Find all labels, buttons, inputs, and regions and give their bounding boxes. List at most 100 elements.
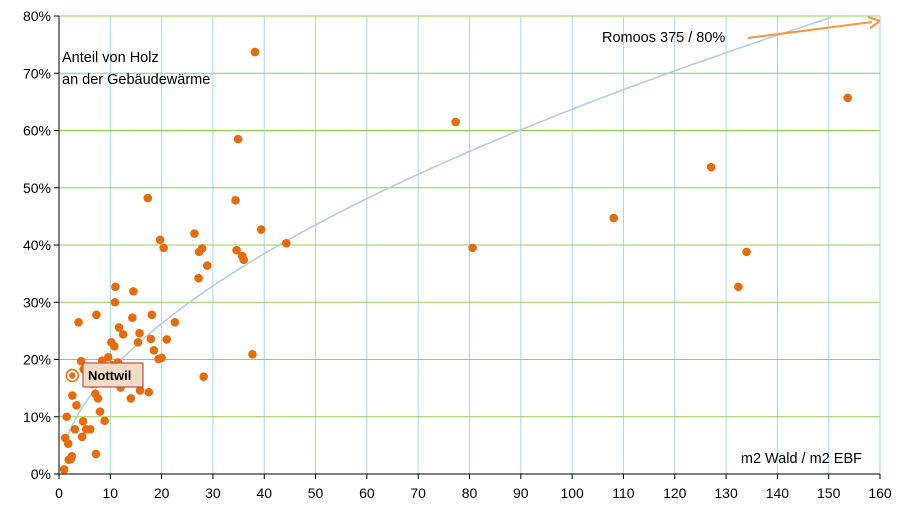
data-point-20 bbox=[92, 310, 101, 320]
ylabel-line-2: an der Gebäudewärme bbox=[62, 72, 210, 88]
data-point-55 bbox=[194, 273, 203, 283]
x-axis-label: m2 Wald / m2 EBF bbox=[741, 451, 862, 467]
data-point-50 bbox=[157, 353, 166, 363]
y-tick-40: 40% bbox=[23, 237, 51, 253]
data-point-59 bbox=[202, 261, 212, 270]
y-tick-70: 70% bbox=[23, 65, 51, 81]
data-point-26 bbox=[103, 352, 113, 362]
y-tick-80: 80% bbox=[23, 8, 51, 24]
x-tick-100: 100 bbox=[560, 485, 584, 501]
data-point-39 bbox=[129, 287, 138, 296]
x-tick-150: 150 bbox=[817, 485, 841, 501]
trendline bbox=[65, 16, 832, 439]
data-point-54 bbox=[190, 229, 199, 238]
data-point-22 bbox=[95, 407, 105, 416]
highlight-point-center bbox=[69, 372, 76, 379]
data-point-9 bbox=[72, 401, 81, 410]
data-point-65 bbox=[248, 350, 257, 359]
x-tick-130: 130 bbox=[714, 485, 738, 501]
data-point-42 bbox=[135, 386, 145, 395]
data-point-41 bbox=[135, 328, 144, 338]
x-tick-120: 120 bbox=[663, 485, 687, 501]
data-points bbox=[59, 47, 852, 474]
x-tick-20: 20 bbox=[154, 485, 170, 501]
x-tick-30: 30 bbox=[205, 485, 221, 501]
y-tick-10: 10% bbox=[23, 409, 51, 425]
x-tick-10: 10 bbox=[103, 485, 119, 501]
romoos-annotation: Romoos 375 / 80% bbox=[602, 30, 725, 46]
data-point-19 bbox=[91, 449, 101, 459]
data-point-45 bbox=[146, 334, 156, 344]
data-point-8 bbox=[70, 425, 80, 434]
data-point-29 bbox=[110, 342, 119, 351]
data-point-46 bbox=[147, 310, 157, 320]
data-point-3 bbox=[63, 439, 73, 448]
x-tick-0: 0 bbox=[55, 485, 63, 501]
highlight-label: Nottwil bbox=[88, 368, 131, 383]
x-tick-90: 90 bbox=[513, 485, 529, 501]
grid bbox=[59, 15, 881, 474]
x-tick-80: 80 bbox=[462, 485, 478, 501]
y-tick-0: 0% bbox=[31, 466, 51, 482]
data-point-7 bbox=[68, 391, 77, 400]
data-point-38 bbox=[128, 313, 137, 323]
data-point-64 bbox=[239, 255, 249, 265]
y-tick-30: 30% bbox=[23, 294, 51, 310]
data-point-24 bbox=[100, 416, 109, 426]
data-point-68 bbox=[282, 238, 291, 248]
data-point-37 bbox=[126, 394, 136, 403]
x-tick-110: 110 bbox=[612, 485, 635, 501]
x-tick-60: 60 bbox=[359, 485, 375, 501]
x-tick-40: 40 bbox=[256, 485, 272, 501]
data-point-67 bbox=[256, 225, 266, 234]
data-point-47 bbox=[149, 346, 159, 355]
data-point-10 bbox=[74, 317, 83, 327]
data-point-51 bbox=[159, 243, 168, 253]
y-tick-60: 60% bbox=[23, 123, 51, 139]
data-point-35 bbox=[118, 330, 128, 339]
data-point-12 bbox=[77, 432, 87, 442]
data-point-2 bbox=[62, 412, 71, 422]
data-point-52 bbox=[162, 335, 172, 344]
data-point-74 bbox=[742, 247, 751, 257]
data-point-58 bbox=[199, 372, 209, 381]
y-tick-labels: 0% 10% 20% 30% 40% 50% 60% 70% 80% bbox=[23, 8, 59, 482]
romoos-arrow-head bbox=[867, 16, 881, 29]
highlight-nottwil: Nottwil bbox=[65, 362, 144, 388]
y-tick-50: 50% bbox=[23, 180, 51, 196]
data-point-71 bbox=[609, 213, 618, 223]
data-point-70 bbox=[468, 243, 477, 253]
data-point-69 bbox=[451, 117, 460, 127]
data-point-13 bbox=[78, 417, 88, 426]
highlight-label-box bbox=[82, 362, 144, 388]
data-point-66 bbox=[250, 47, 260, 57]
x-tick-140: 140 bbox=[766, 485, 790, 501]
data-point-61 bbox=[232, 245, 241, 255]
data-point-49 bbox=[155, 235, 165, 245]
data-point-43 bbox=[143, 193, 153, 203]
data-point-40 bbox=[133, 338, 143, 347]
data-point-72 bbox=[706, 162, 716, 172]
data-point-60 bbox=[231, 196, 240, 205]
data-point-62 bbox=[233, 134, 243, 144]
x-tick-70: 70 bbox=[410, 485, 426, 501]
data-point-75 bbox=[843, 93, 852, 103]
data-point-30 bbox=[110, 297, 120, 307]
data-point-53 bbox=[170, 317, 180, 327]
data-point-57 bbox=[197, 244, 207, 253]
data-point-0 bbox=[59, 465, 69, 474]
data-point-6 bbox=[67, 451, 77, 461]
data-point-33 bbox=[114, 323, 124, 332]
x-tick-160: 160 bbox=[868, 485, 892, 501]
romoos-arrow bbox=[747, 21, 873, 39]
ylabel-line-1: Anteil von Holz bbox=[62, 50, 159, 66]
y-tick-20: 20% bbox=[23, 352, 51, 368]
x-tick-50: 50 bbox=[308, 485, 324, 501]
data-point-31 bbox=[111, 282, 120, 292]
data-point-21 bbox=[93, 394, 103, 403]
data-point-44 bbox=[144, 387, 154, 397]
data-point-16 bbox=[86, 425, 95, 434]
data-point-73 bbox=[734, 282, 743, 292]
x-tick-labels: 0 10 20 30 40 50 60 70 80 90 100 110 120 130 140 150 160 bbox=[55, 474, 892, 501]
